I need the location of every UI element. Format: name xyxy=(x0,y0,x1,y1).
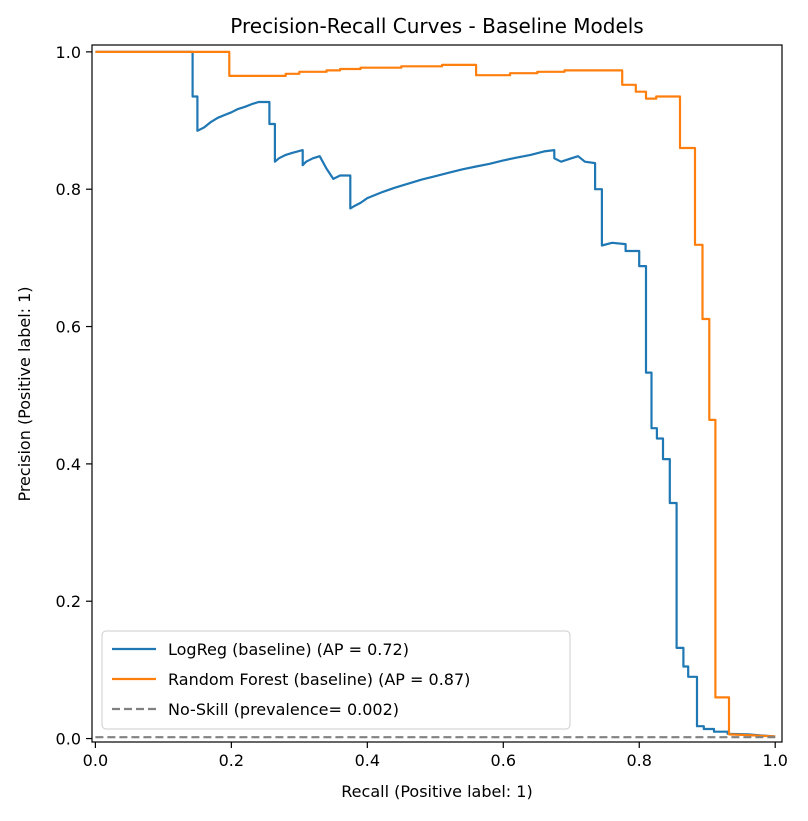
chart-title: Precision-Recall Curves - Baseline Model… xyxy=(230,14,643,38)
x-tick-label: 0.2 xyxy=(219,751,244,770)
y-tick-label: 0.6 xyxy=(56,318,81,337)
y-tick-label: 0.8 xyxy=(56,180,81,199)
x-tick-label: 1.0 xyxy=(762,751,787,770)
y-axis-label: Precision (Positive label: 1) xyxy=(15,286,34,501)
series-layer xyxy=(95,50,776,739)
legend-label-2: No-Skill (prevalence= 0.002) xyxy=(168,700,399,719)
series-line-1 xyxy=(95,50,776,738)
legend-label-1: Random Forest (baseline) (AP = 0.87) xyxy=(168,670,470,689)
x-tick-label: 0.4 xyxy=(355,751,380,770)
x-tick-label: 0.6 xyxy=(491,751,516,770)
y-tick-label: 0.0 xyxy=(56,730,81,749)
y-tick-label: 1.0 xyxy=(56,43,81,62)
x-tick-label: 0.8 xyxy=(627,751,652,770)
series-line-0 xyxy=(95,50,776,738)
plot-frame xyxy=(91,44,783,743)
legend: LogReg (baseline) (AP = 0.72) Random Fore… xyxy=(101,630,571,730)
y-axis-ticks: 0.0 0.2 0.4 0.6 0.8 1.0 xyxy=(56,43,92,749)
legend-label-0: LogReg (baseline) (AP = 0.72) xyxy=(168,640,409,659)
y-tick-label: 0.2 xyxy=(56,592,81,611)
x-tick-label: 0.0 xyxy=(83,751,108,770)
legend-box xyxy=(101,630,571,730)
y-tick-label: 0.4 xyxy=(56,455,81,474)
x-axis-label: Recall (Positive label: 1) xyxy=(341,782,532,801)
x-axis-ticks: 0.0 0.2 0.4 0.6 0.8 1.0 xyxy=(83,742,788,770)
